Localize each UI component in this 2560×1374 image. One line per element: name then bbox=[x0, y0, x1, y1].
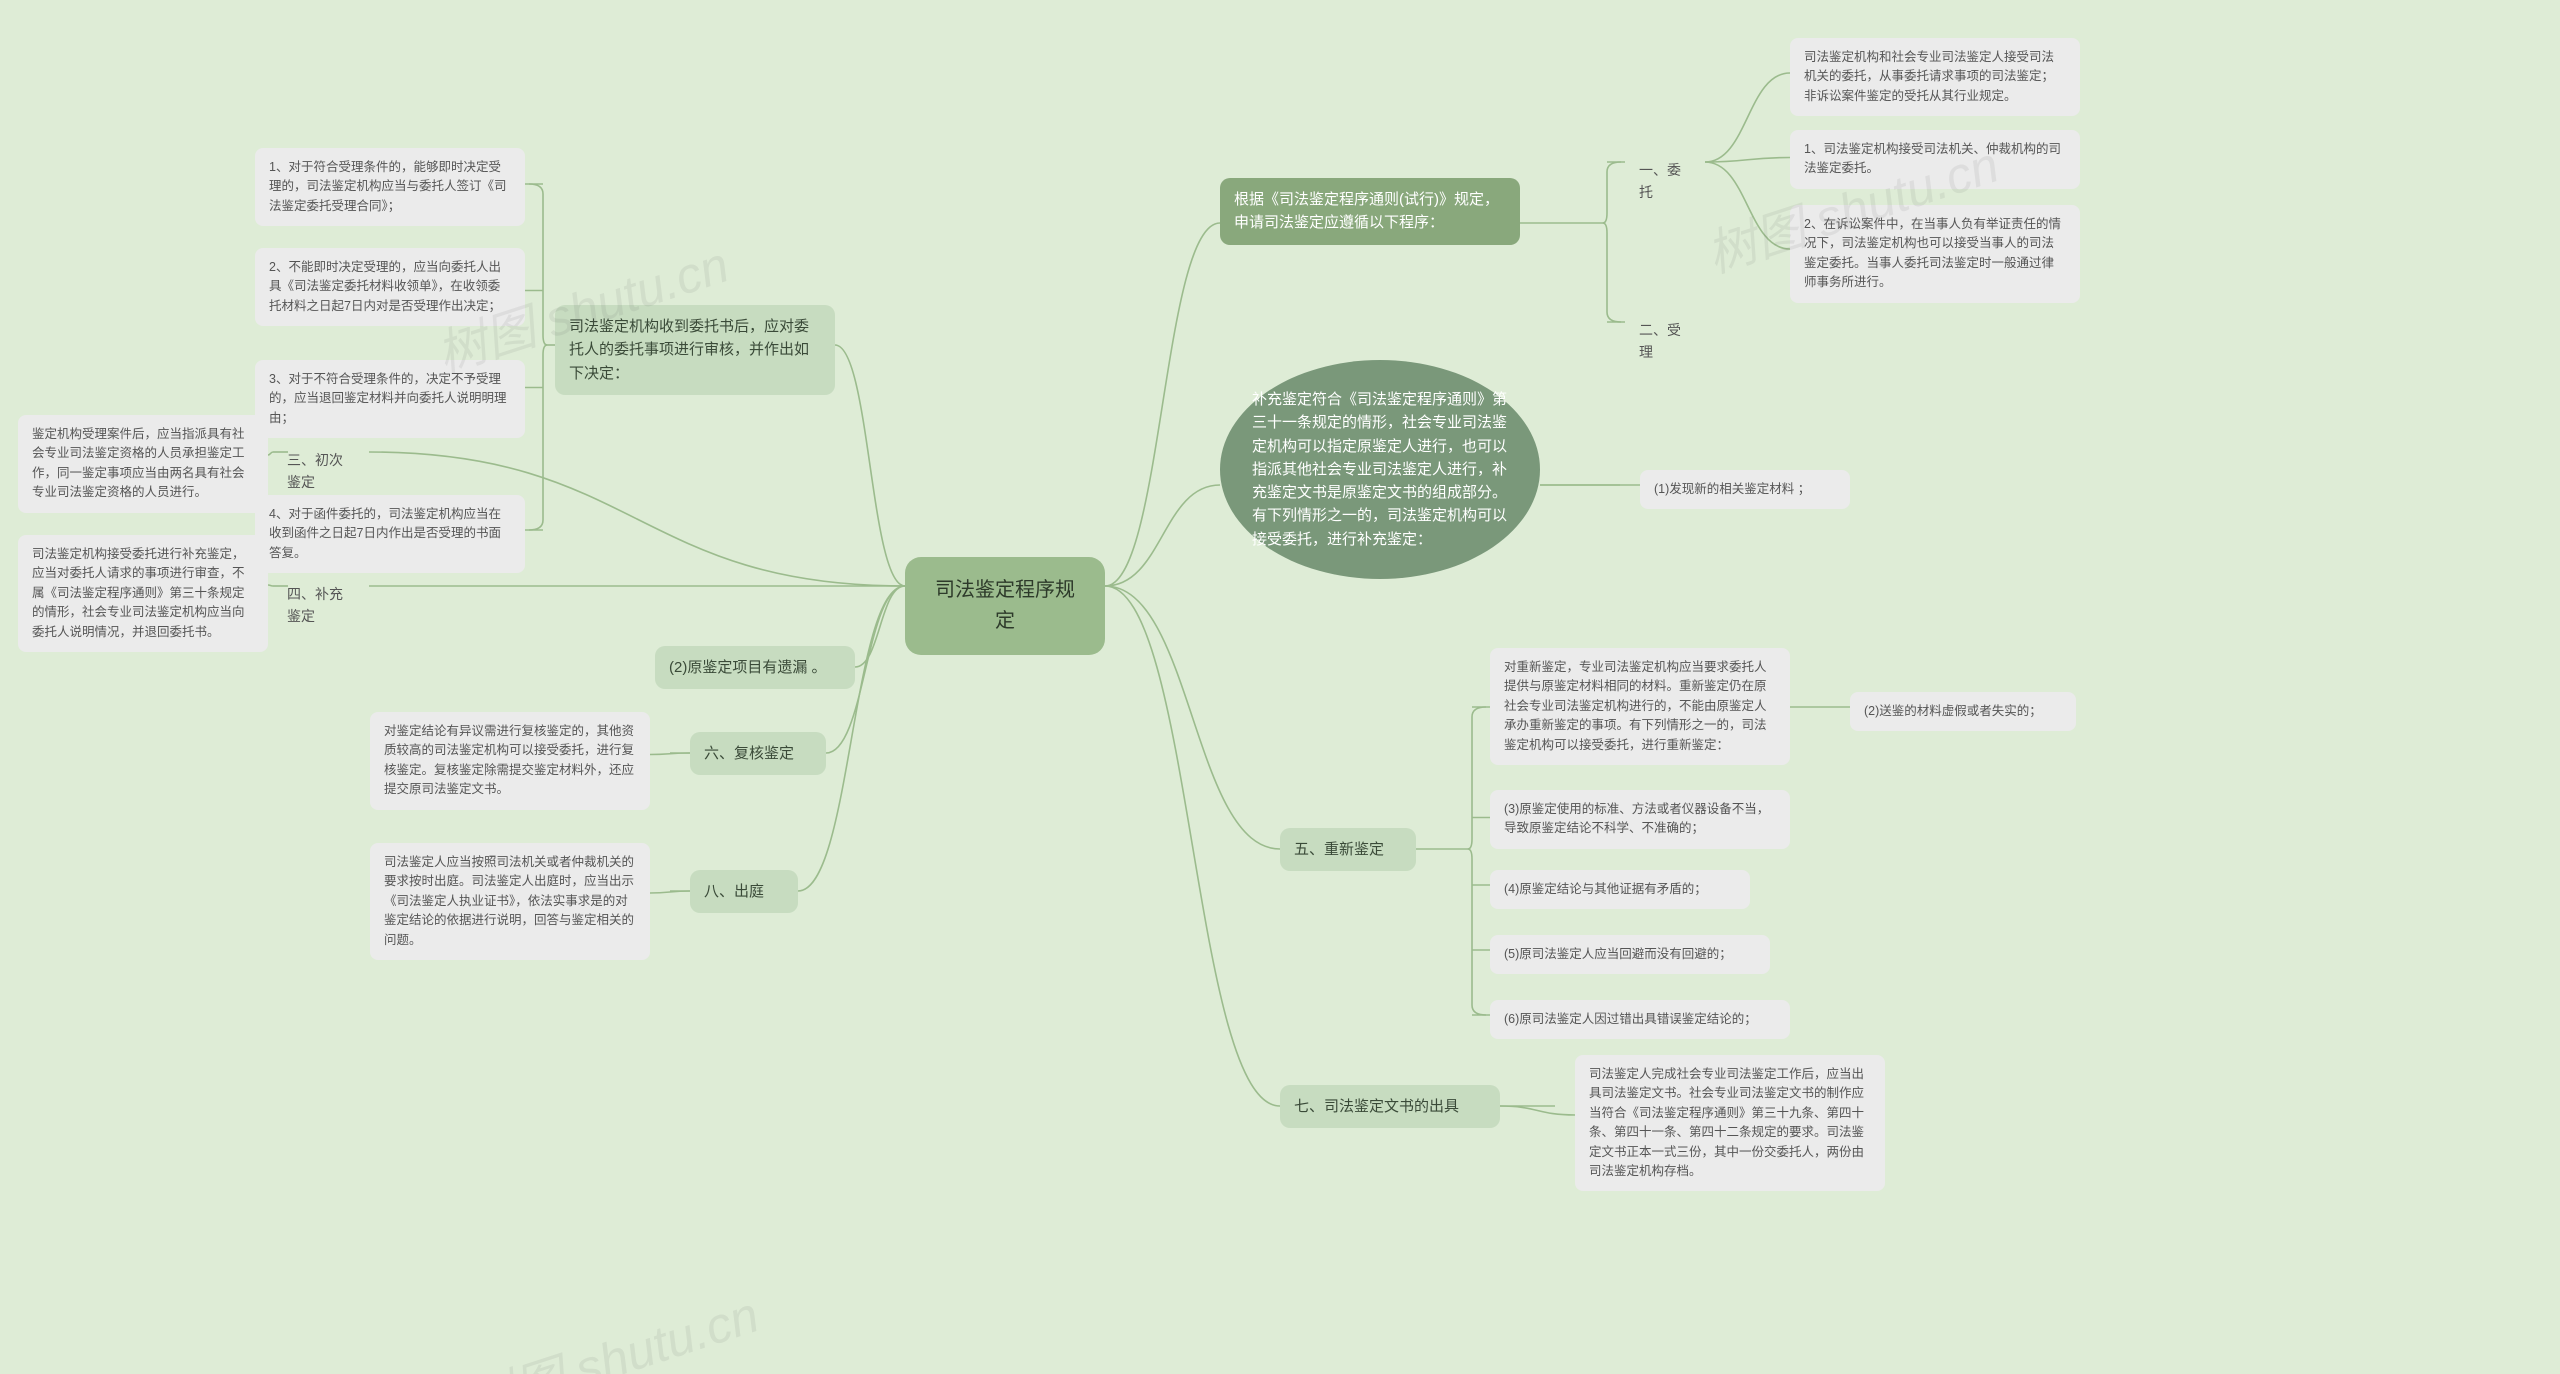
branch-r2: 补充鉴定符合《司法鉴定程序通则》第三十一条规定的情形，社会专业司法鉴定机构可以指… bbox=[1220, 360, 1540, 579]
leaf-l1-2: 3、对于不符合受理条件的，决定不予受理的，应当退回鉴定材料并向委托人说明明理由； bbox=[255, 360, 525, 438]
leaf-r1-0: 一、委托 bbox=[1625, 150, 1705, 213]
watermark-2: 树图 shutu.cn bbox=[456, 1275, 766, 1374]
leaf-r3-1: (3)原鉴定使用的标准、方法或者仪器设备不当，导致原鉴定结论不科学、不准确的； bbox=[1490, 790, 1790, 849]
leaf-r3-0: 对重新鉴定，专业司法鉴定机构应当要求委托人提供与原鉴定材料相同的材料。重新鉴定仍… bbox=[1490, 648, 1790, 765]
leaf-r1-1: 二、受理 bbox=[1625, 310, 1705, 373]
branch-l3: 六、复核鉴定 bbox=[690, 732, 826, 775]
leaf-r3-3: (5)原司法鉴定人应当回避而没有回避的； bbox=[1490, 935, 1770, 974]
leaf-r1-0-1: 1、司法鉴定机构接受司法机关、仲裁机构的司法鉴定委托。 bbox=[1790, 130, 2080, 189]
branch-l1b: 三、初次鉴定 bbox=[273, 440, 369, 503]
leaf-l4-0: 司法鉴定人应当按照司法机关或者仲裁机关的要求按时出庭。司法鉴定人出庭时，应当出示… bbox=[370, 843, 650, 960]
leaf-r3-4: (6)原司法鉴定人因过错出具错误鉴定结论的； bbox=[1490, 1000, 1790, 1039]
leaf-l1-3: 4、对于函件委托的，司法鉴定机构应当在收到函件之日起7日内作出是否受理的书面答复… bbox=[255, 495, 525, 573]
leaf-r3-2: (4)原鉴定结论与其他证据有矛盾的； bbox=[1490, 870, 1750, 909]
branch-r1: 根据《司法鉴定程序通则(试行)》规定，申请司法鉴定应遵循以下程序： bbox=[1220, 178, 1520, 245]
leaf-l1c-0: 司法鉴定机构接受委托进行补充鉴定，应当对委托人请求的事项进行审查，不属《司法鉴定… bbox=[18, 535, 268, 652]
leaf-r4-0: 司法鉴定人完成社会专业司法鉴定工作后，应当出具司法鉴定文书。社会专业司法鉴定文书… bbox=[1575, 1055, 1885, 1191]
leaf-r2-0: (1)发现新的相关鉴定材料 ； bbox=[1640, 470, 1850, 509]
branch-l1c: 四、补充鉴定 bbox=[273, 574, 369, 637]
branch-l1: 司法鉴定机构收到委托书后，应对委托人的委托事项进行审核，并作出如下决定： bbox=[555, 305, 835, 395]
leaf-r1-0-0: 司法鉴定机构和社会专业司法鉴定人接受司法机关的委托，从事委托请求事项的司法鉴定；… bbox=[1790, 38, 2080, 116]
leaf-l3-0: 对鉴定结论有异议需进行复核鉴定的，其他资质较高的司法鉴定机构可以接受委托，进行复… bbox=[370, 712, 650, 810]
leaf-l1-1: 2、不能即时决定受理的，应当向委托人出具《司法鉴定委托材料收领单》，在收领委托材… bbox=[255, 248, 525, 326]
leaf-r1-0-2: 2、在诉讼案件中，在当事人负有举证责任的情况下，司法鉴定机构也可以接受当事人的司… bbox=[1790, 205, 2080, 303]
branch-l2: (2)原鉴定项目有遗漏 。 bbox=[655, 646, 855, 689]
branch-r4: 七、司法鉴定文书的出具 bbox=[1280, 1085, 1500, 1128]
leaf-r3-0-0: (2)送鉴的材料虚假或者失实的； bbox=[1850, 692, 2076, 731]
leaf-l1-0: 1、对于符合受理条件的，能够即时决定受理的，司法鉴定机构应当与委托人签订《司法鉴… bbox=[255, 148, 525, 226]
leaf-l1b-0: 鉴定机构受理案件后，应当指派具有社会专业司法鉴定资格的人员承担鉴定工作，同一鉴定… bbox=[18, 415, 268, 513]
branch-r3: 五、重新鉴定 bbox=[1280, 828, 1416, 871]
branch-l4: 八、出庭 bbox=[690, 870, 798, 913]
root-node: 司法鉴定程序规定 bbox=[905, 557, 1105, 655]
